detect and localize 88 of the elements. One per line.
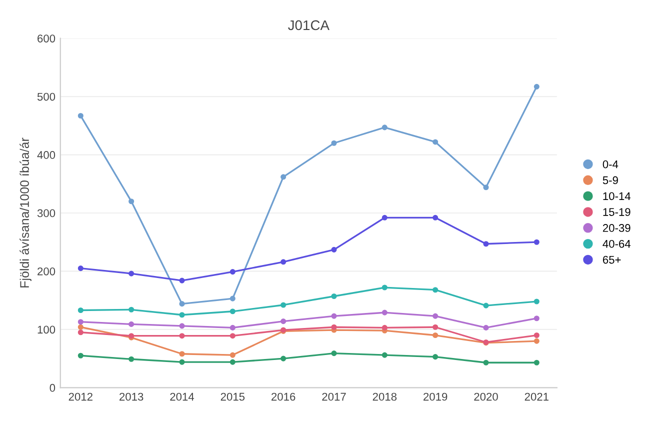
point bbox=[179, 278, 185, 284]
point bbox=[382, 310, 388, 316]
point bbox=[534, 360, 540, 366]
point bbox=[230, 324, 236, 330]
point bbox=[331, 350, 337, 356]
point bbox=[483, 360, 489, 366]
point bbox=[179, 333, 185, 339]
point bbox=[483, 184, 489, 190]
legend-label: 15-19 bbox=[603, 208, 630, 216]
point bbox=[483, 324, 489, 330]
point bbox=[179, 301, 185, 307]
point bbox=[280, 318, 286, 324]
point bbox=[78, 330, 84, 336]
y-tick-label: 400 bbox=[37, 151, 56, 159]
point bbox=[78, 319, 84, 325]
point bbox=[534, 332, 540, 338]
point bbox=[534, 316, 540, 322]
point bbox=[382, 124, 388, 130]
y-axis-title: Fjöldi ávísana/1000 íbúa/ár bbox=[20, 138, 32, 288]
point bbox=[230, 296, 236, 302]
point bbox=[280, 259, 286, 265]
point bbox=[128, 270, 134, 276]
point bbox=[128, 321, 134, 327]
point bbox=[179, 351, 185, 357]
point bbox=[331, 246, 337, 252]
point bbox=[230, 269, 236, 275]
x-tick-label: 2016 bbox=[272, 392, 296, 401]
point bbox=[230, 359, 236, 365]
point bbox=[78, 307, 84, 314]
x-tick-label: 2020 bbox=[474, 392, 498, 401]
x-tick-label: 2015 bbox=[220, 392, 245, 401]
point bbox=[78, 266, 84, 272]
point bbox=[382, 352, 388, 358]
point bbox=[331, 313, 337, 319]
point bbox=[280, 302, 286, 308]
point bbox=[78, 352, 84, 358]
point bbox=[128, 198, 134, 204]
y-tick-label: 100 bbox=[38, 326, 56, 334]
legend-label: 0-4 bbox=[602, 160, 618, 168]
point bbox=[179, 323, 185, 329]
point bbox=[179, 312, 185, 318]
chart-title: J01CA bbox=[288, 20, 330, 30]
x-tick-label: 2014 bbox=[170, 392, 194, 401]
y-tick-label: 0 bbox=[50, 384, 56, 392]
point bbox=[331, 324, 337, 330]
point bbox=[483, 302, 489, 308]
x-tick-label: 2013 bbox=[120, 392, 144, 401]
point bbox=[382, 214, 388, 220]
point bbox=[483, 241, 489, 247]
point bbox=[534, 298, 540, 304]
point bbox=[432, 287, 438, 293]
point bbox=[331, 293, 337, 300]
y-tick-label: 200 bbox=[38, 267, 56, 276]
y-tick-label: 500 bbox=[37, 92, 56, 101]
point bbox=[280, 356, 286, 362]
point bbox=[432, 332, 438, 338]
point bbox=[280, 174, 286, 180]
legend-label: 20-39 bbox=[602, 224, 630, 232]
y-tick-label: 600 bbox=[38, 34, 56, 42]
point bbox=[432, 324, 438, 330]
point bbox=[534, 239, 540, 245]
legend-label: 5-9 bbox=[602, 176, 618, 184]
point bbox=[128, 306, 134, 312]
point bbox=[432, 354, 438, 360]
x-tick-label: 2019 bbox=[424, 392, 448, 401]
x-tick-label: 2017 bbox=[322, 392, 346, 401]
point bbox=[128, 356, 134, 362]
x-tick-label: 2012 bbox=[68, 392, 92, 401]
point bbox=[382, 284, 388, 290]
point bbox=[331, 140, 337, 146]
point bbox=[78, 112, 84, 119]
point bbox=[432, 139, 438, 145]
point bbox=[382, 324, 388, 330]
point bbox=[432, 313, 438, 319]
point bbox=[230, 308, 236, 314]
legend-label: 65+ bbox=[602, 256, 621, 264]
point bbox=[230, 352, 236, 358]
point bbox=[179, 359, 185, 365]
point bbox=[230, 333, 236, 339]
x-tick-label: 2021 bbox=[524, 392, 548, 401]
point bbox=[432, 214, 438, 220]
point bbox=[534, 338, 540, 344]
point bbox=[78, 324, 84, 330]
legend-label: 10-14 bbox=[603, 192, 631, 200]
y-tick-label: 300 bbox=[37, 209, 56, 218]
point bbox=[534, 84, 540, 90]
legend-label: 40-64 bbox=[602, 240, 631, 248]
x-tick-label: 2018 bbox=[372, 392, 397, 401]
